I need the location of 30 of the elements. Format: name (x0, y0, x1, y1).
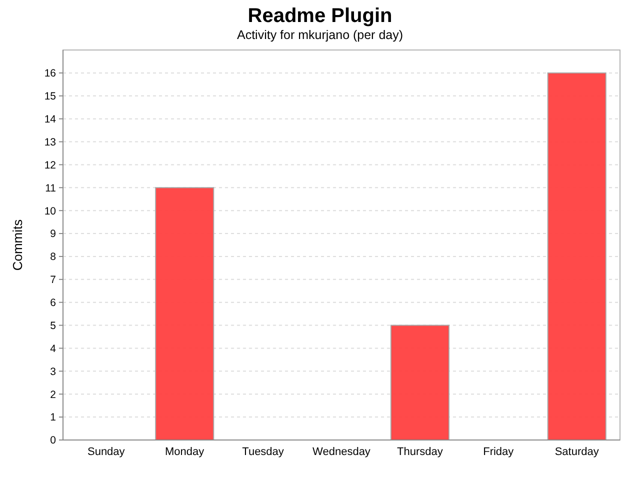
y-tick-label: 13 (44, 136, 56, 148)
y-tick-label: 10 (44, 205, 56, 218)
y-tick-label: 1 (50, 412, 56, 424)
y-tick-label: 6 (50, 297, 56, 310)
bar (547, 72, 606, 440)
chart-title: Readme Plugin (248, 5, 392, 27)
y-axis-title: Commits (10, 218, 25, 271)
x-tick-label: Wednesday (312, 446, 371, 458)
x-tick-label: Friday (483, 446, 514, 458)
x-tick-label: Sunday (87, 446, 126, 458)
chart-subtitle: Activity for mkurjano (per day) (236, 28, 404, 42)
y-tick-label: 16 (44, 68, 56, 80)
y-tick-label: 5 (50, 320, 56, 332)
y-tick-label: 15 (44, 90, 56, 103)
y-tick-label: 7 (50, 274, 56, 286)
bar (155, 187, 214, 440)
y-tick-label: 9 (50, 228, 56, 240)
x-tick-label: Tuesday (242, 446, 284, 458)
bar (390, 324, 450, 440)
y-tick-label: 8 (50, 251, 56, 264)
x-tick-label: Thursday (397, 446, 444, 458)
y-tick-label: 12 (44, 159, 56, 172)
y-tick-label: 0 (50, 434, 56, 447)
x-tick-label: Monday (165, 446, 205, 458)
y-tick-label: 4 (50, 342, 56, 355)
y-tick-label: 3 (50, 366, 56, 378)
y-tick-label: 14 (44, 114, 56, 126)
y-tick-label: 2 (50, 388, 56, 401)
y-tick-label: 11 (45, 182, 56, 194)
x-tick-label: Saturday (554, 446, 600, 458)
